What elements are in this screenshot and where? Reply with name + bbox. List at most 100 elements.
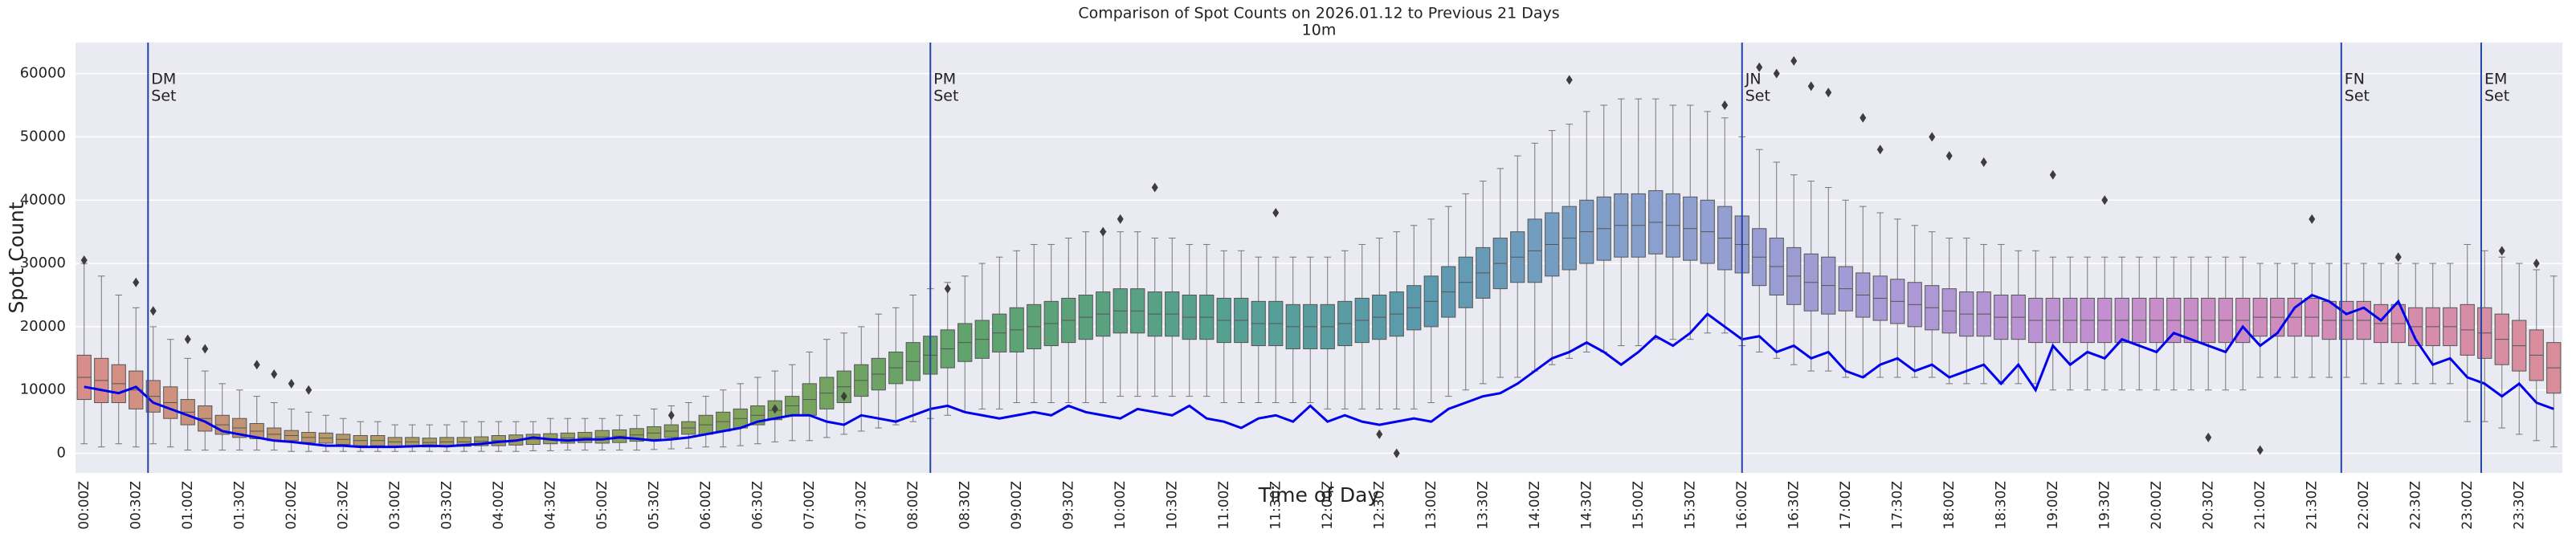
x-tick-label: 03:00Z xyxy=(387,481,403,530)
box xyxy=(1406,225,1422,409)
box xyxy=(1182,243,1197,397)
x-tick-label: 13:00Z xyxy=(1423,481,1439,530)
outlier xyxy=(1876,145,1884,155)
box xyxy=(1354,243,1370,409)
box xyxy=(1803,181,1819,372)
x-tick-label: 11:00Z xyxy=(1216,481,1232,530)
outlier xyxy=(2533,259,2540,269)
outlier xyxy=(1566,75,1573,85)
outlier xyxy=(2309,214,2316,224)
box xyxy=(871,313,886,429)
box xyxy=(1389,231,1404,409)
x-tick-label: 19:30Z xyxy=(2096,481,2113,530)
box xyxy=(1545,130,1560,365)
box xyxy=(2114,256,2129,391)
plot-background xyxy=(76,43,2562,473)
x-tick-label: 06:30Z xyxy=(749,481,765,530)
box xyxy=(2443,263,2458,385)
outlier xyxy=(271,369,278,380)
x-tick-label: 16:30Z xyxy=(1786,481,1802,530)
box xyxy=(1027,243,1042,404)
outlier xyxy=(80,255,88,266)
x-tick-label: 15:30Z xyxy=(1682,481,1698,530)
box xyxy=(1165,238,1180,397)
outlier xyxy=(1773,68,1780,79)
y-tick-label: 10000 xyxy=(20,381,66,398)
box xyxy=(1009,250,1024,404)
annotation-label: Set xyxy=(2345,88,2370,105)
x-tick-label: 07:00Z xyxy=(802,481,818,530)
box xyxy=(1925,231,1940,378)
box xyxy=(1941,238,1957,385)
current-day-line xyxy=(84,293,2554,449)
box xyxy=(716,389,731,448)
x-tick-label: 18:00Z xyxy=(1941,481,1958,530)
outlier xyxy=(305,385,312,395)
box xyxy=(2460,243,2475,422)
box xyxy=(1251,256,1266,404)
outlier xyxy=(149,306,157,316)
outlier xyxy=(1272,208,1280,218)
box xyxy=(992,256,1007,409)
annotation-label: Set xyxy=(933,88,958,105)
outlier xyxy=(133,277,140,287)
annotation-label: Set xyxy=(2484,88,2509,105)
x-tick-label: 09:30Z xyxy=(1060,481,1076,530)
outlier xyxy=(1756,62,1763,72)
x-tick-label: 19:00Z xyxy=(2045,481,2061,530)
x-tick-label: 13:30Z xyxy=(1475,481,1491,530)
annotation-label: EM xyxy=(2484,71,2507,88)
box xyxy=(2390,263,2406,385)
box xyxy=(1683,104,1698,340)
box xyxy=(612,414,627,451)
x-tick-label: 21:00Z xyxy=(2252,481,2268,530)
box xyxy=(802,351,817,442)
x-tick-label: 14:00Z xyxy=(1527,481,1543,530)
box xyxy=(974,263,990,409)
box xyxy=(733,383,748,446)
x-tick-label: 20:00Z xyxy=(2149,481,2165,530)
box xyxy=(1199,243,1215,397)
box xyxy=(1648,98,1664,340)
y-tick-label: 40000 xyxy=(20,191,66,208)
box xyxy=(2287,263,2302,378)
outlier xyxy=(1790,55,1798,66)
box xyxy=(1752,149,1767,352)
y-axis-label: Spot Count xyxy=(5,202,28,313)
x-tick-label: 15:00Z xyxy=(1631,481,1647,530)
box xyxy=(1717,117,1733,334)
box xyxy=(1043,243,1059,404)
x-tick-label: 04:00Z xyxy=(491,481,507,530)
outlier xyxy=(288,378,295,389)
box xyxy=(1631,98,1646,347)
x-tick-label: 01:00Z xyxy=(180,481,196,530)
box xyxy=(1285,256,1300,404)
box xyxy=(301,411,316,452)
x-tick-label: 17:00Z xyxy=(1838,481,1854,530)
outlier xyxy=(2049,169,2056,180)
box xyxy=(1337,250,1353,409)
x-tick-label: 03:30Z xyxy=(439,481,455,530)
x-tick-label: 23:30Z xyxy=(2511,481,2527,530)
box xyxy=(1476,181,1491,385)
box xyxy=(474,421,489,452)
outlier xyxy=(202,344,209,354)
box xyxy=(2305,263,2320,378)
box xyxy=(180,357,195,451)
x-tick-label: 10:00Z xyxy=(1112,481,1129,530)
x-tick-label: 10:30Z xyxy=(1164,481,1180,530)
x-tick-label: 04:30Z xyxy=(542,481,558,530)
annotation-label: Set xyxy=(151,88,176,105)
outlier xyxy=(1807,81,1815,92)
outlier xyxy=(2256,445,2264,455)
chart-title: Comparison of Spot Counts on 2026.01.12 … xyxy=(1078,5,1559,22)
box xyxy=(1614,98,1629,347)
box xyxy=(1268,256,1284,404)
outlier xyxy=(1945,151,1953,161)
outlier xyxy=(771,404,778,414)
box xyxy=(2011,250,2026,385)
y-tick-label: 30000 xyxy=(20,255,66,271)
box xyxy=(2201,256,2216,391)
box xyxy=(1890,218,1905,378)
box xyxy=(2512,263,2527,435)
